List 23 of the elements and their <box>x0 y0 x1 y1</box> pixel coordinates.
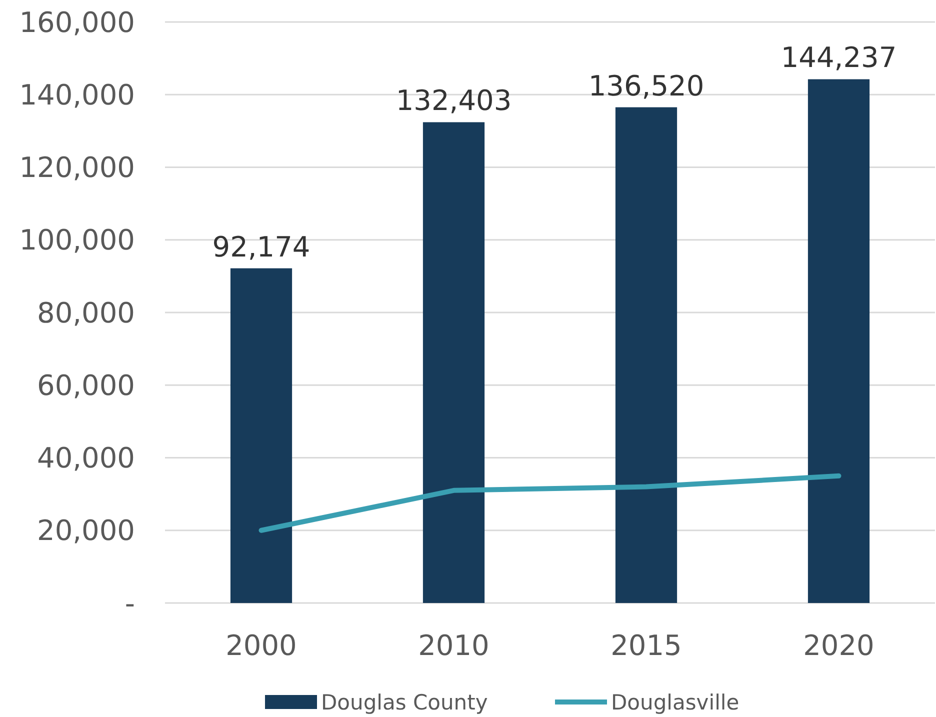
y-tick-label: 80,000 <box>37 296 135 330</box>
bar <box>422 122 485 603</box>
x-tick-label: 2000 <box>226 629 297 662</box>
y-tick-label: 160,000 <box>19 6 135 39</box>
y-tick-label: 100,000 <box>19 224 135 257</box>
data-label: 132,403 <box>396 84 512 118</box>
x-tick-label: 2010 <box>418 629 490 662</box>
data-label: 136,520 <box>588 69 704 102</box>
y-tick-label: 140,000 <box>19 78 135 112</box>
legend-label: Douglasville <box>611 690 740 714</box>
y-tick-label: 60,000 <box>37 368 135 402</box>
x-tick-label: 2015 <box>610 629 682 662</box>
y-tick-label: - <box>124 586 135 620</box>
data-label: 92,174 <box>212 230 310 264</box>
bar <box>230 268 292 603</box>
legend-label: Douglas County <box>321 690 488 714</box>
x-tick-label: 2020 <box>803 629 874 662</box>
y-tick-label: 20,000 <box>37 514 135 548</box>
y-tick-label: 120,000 <box>19 151 135 184</box>
bar <box>808 79 870 603</box>
data-label: 144,237 <box>780 41 897 74</box>
bar <box>615 107 678 603</box>
y-tick-label: 40,000 <box>37 442 135 475</box>
